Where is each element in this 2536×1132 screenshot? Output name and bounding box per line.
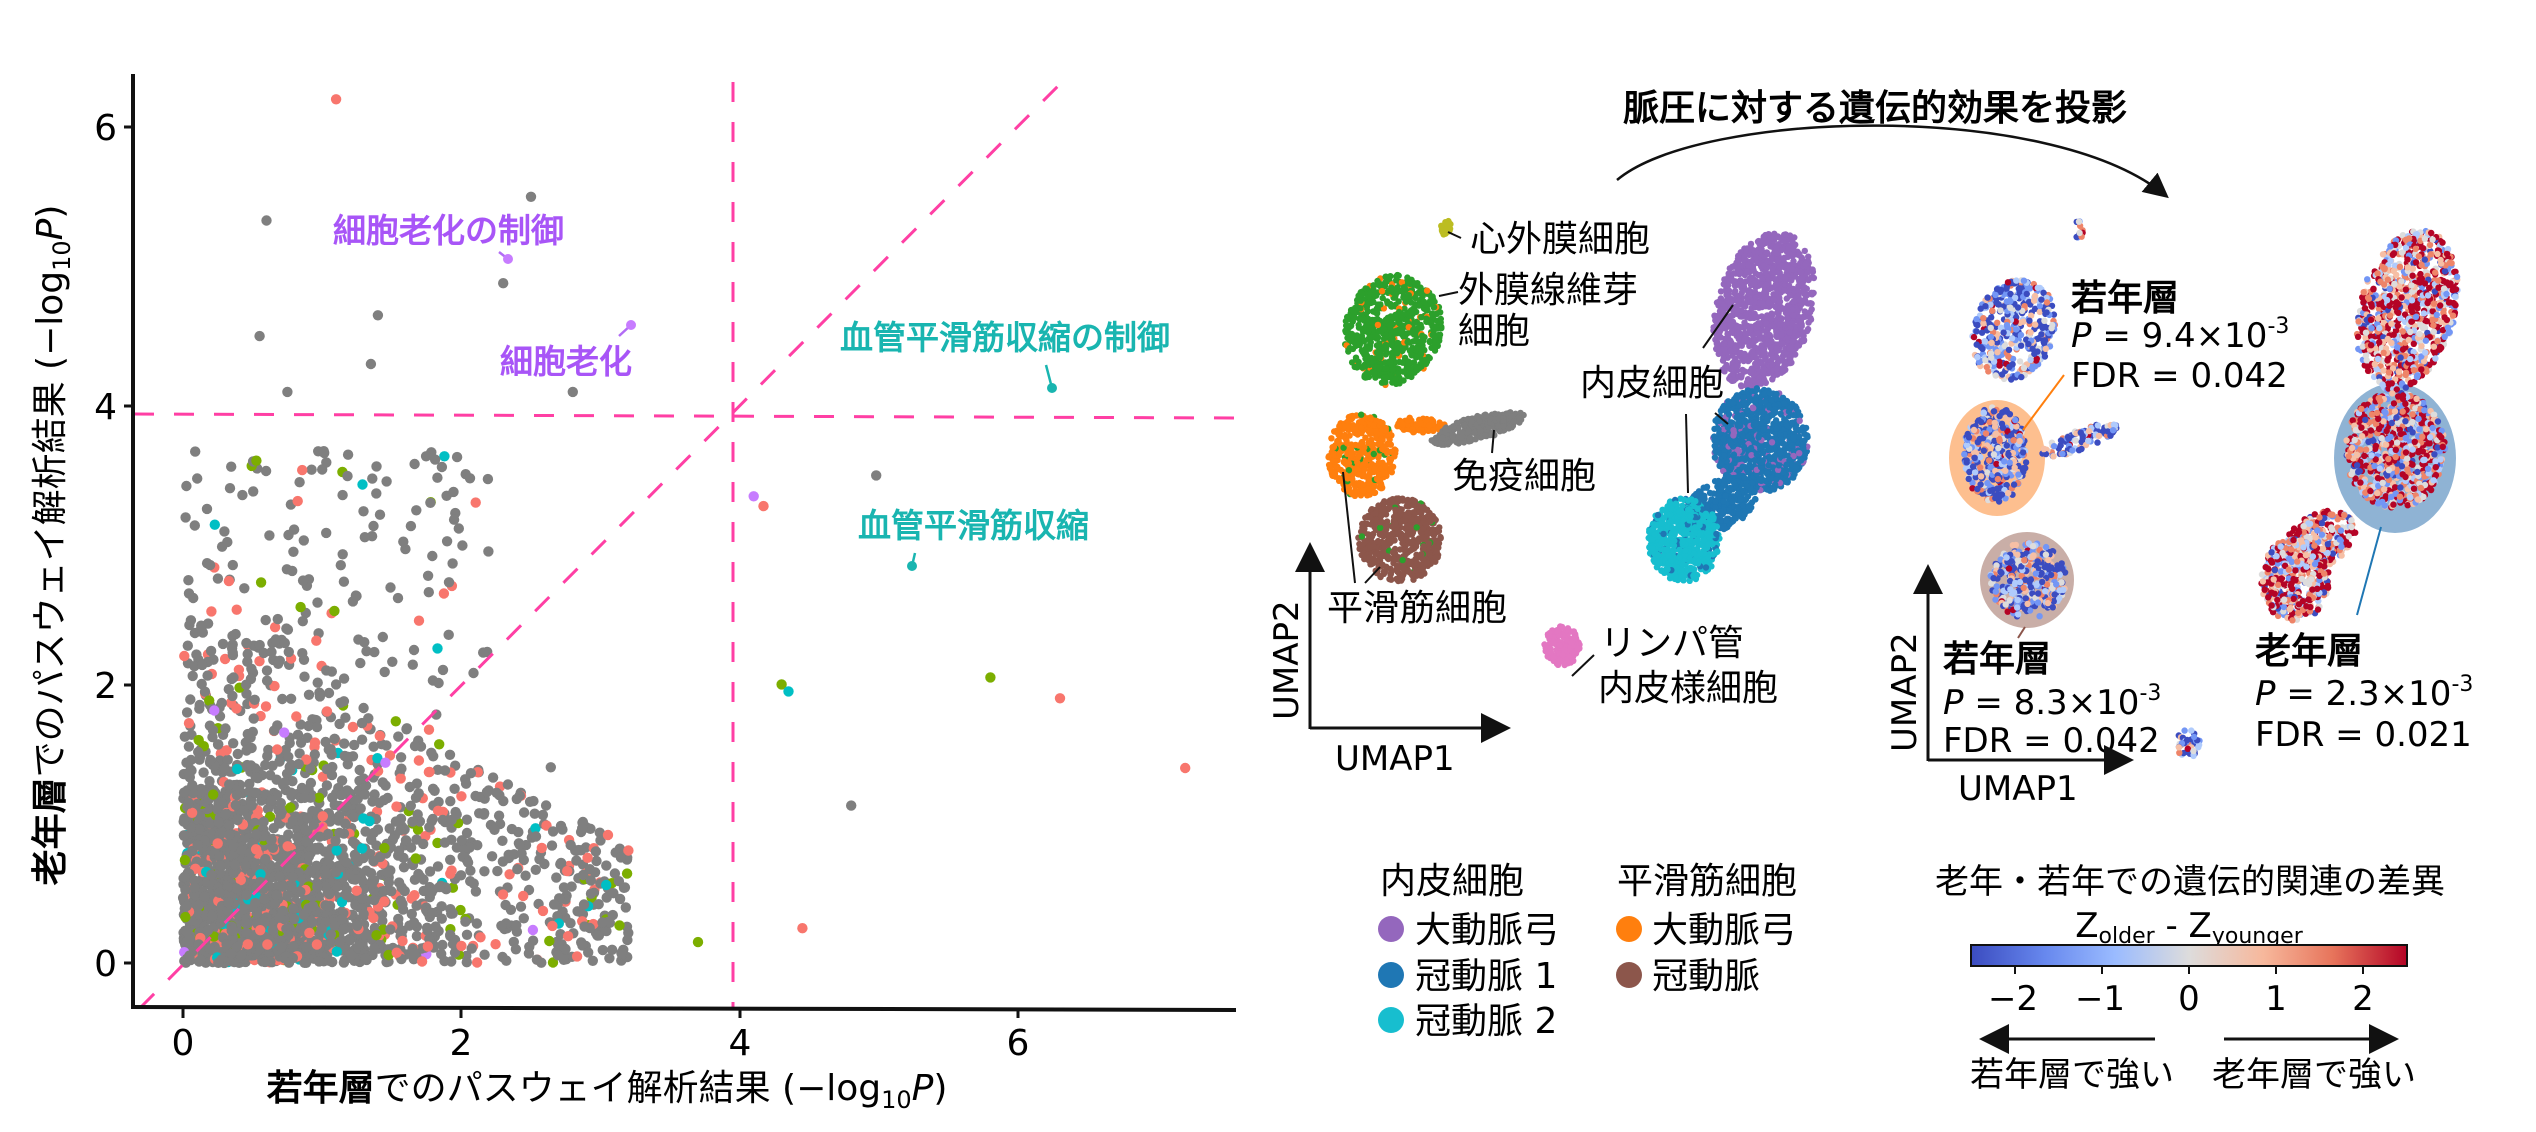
annotation-senescence: 細胞老化: [500, 320, 636, 381]
label-stronger-in-old: 老年層で強い: [2212, 1055, 2416, 1095]
colorbar-title: 老年・若年での遺伝的関連の差異: [1935, 862, 2445, 902]
legend-item: 大動脈弓: [1378, 910, 1559, 951]
projection-umap1-label: UMAP1: [1958, 769, 2078, 809]
colorbar-gradient: [1970, 944, 2408, 967]
colorbar-tick-label: 1: [2265, 979, 2287, 1019]
stats-young-top: 若年層 P = 9.4×10-3 FDR = 0.042: [2071, 278, 2289, 396]
svg-text:細胞老化の制御: 細胞老化の制御: [333, 211, 564, 250]
svg-text:血管平滑筋収縮: 血管平滑筋収縮: [858, 506, 1089, 545]
colorbar-subtitle: Zolder - Zyounger: [2075, 906, 2303, 949]
colorbar-tick-label: −1: [2075, 979, 2125, 1019]
y-tick-label: 4: [94, 387, 117, 428]
projection-arrow: [1616, 124, 2169, 199]
legend-item: 冠動脈: [1616, 956, 1760, 997]
diagonal-line: [138, 74, 1070, 1010]
label-smooth-muscle: 平滑筋細胞: [1327, 588, 1507, 629]
colorbar: 老年・若年での遺伝的関連の差異 Zolder - Zyounger −2 −1 …: [1935, 862, 2445, 1095]
umap-cell-types: 心外膜細胞 外膜線維芽 細胞 内皮細胞 免疫細胞 平滑筋細胞 リンパ管 内皮様細…: [1267, 217, 1818, 779]
colorbar-tick-label: 2: [2352, 979, 2374, 1019]
annotation-senescence-regulation: 細胞老化の制御: [333, 211, 564, 264]
x-tick-label: 4: [729, 1023, 752, 1064]
legend-item: 冠動脈 1: [1378, 956, 1557, 997]
x-ticks: 0 2 4 6: [172, 1009, 1030, 1064]
cell-type-legend: 内皮細胞 大動脈弓 冠動脈 1 冠動脈 2 平滑筋細胞 大動脈弓 冠動脈: [1378, 861, 1797, 1042]
svg-text:血管平滑筋収縮の制御: 血管平滑筋収縮の制御: [840, 318, 1170, 357]
threshold-horizontal-line: [133, 412, 1236, 420]
legend-endothelial-header: 内皮細胞: [1380, 861, 1524, 902]
label-immune: 免疫細胞: [1452, 456, 1596, 497]
y-tick-label: 0: [94, 944, 117, 985]
umap-projection: 若年層 P = 9.4×10-3 FDR = 0.042 若年層 P = 8.3…: [1885, 218, 2473, 809]
annotation-vsmc-contraction-regulation: 血管平滑筋収縮の制御: [840, 318, 1170, 393]
stats-young-bottom: 若年層 P = 8.3×10-3 FDR = 0.042: [1943, 639, 2161, 761]
label-stronger-in-young: 若年層で強い: [1970, 1055, 2174, 1095]
colorbar-tick-label: 0: [2178, 979, 2200, 1019]
x-tick-label: 2: [450, 1023, 473, 1064]
y-ticks: 0 2 4 6: [94, 108, 133, 985]
umap1-axis-label: UMAP1: [1335, 739, 1455, 779]
umap2-axis-label: UMAP2: [1267, 600, 1307, 720]
legend-item: 大動脈弓: [1616, 910, 1796, 951]
x-axis-label: 若年層でのパスウェイ解析結果 (−log10P): [267, 1068, 948, 1114]
label-endothelial: 内皮細胞: [1580, 363, 1724, 404]
x-tick-label: 6: [1007, 1023, 1030, 1064]
stats-old: 老年層 P = 2.3×10-3 FDR = 0.021: [2255, 631, 2473, 755]
umap-leader-lines: [1342, 231, 1734, 677]
umap-cell-clusters: [1325, 217, 1818, 669]
projection-header: 脈圧に対する遺伝的効果を投影: [1616, 88, 2169, 199]
colorbar-ticks: [2014, 966, 2364, 974]
legend-item: 冠動脈 2: [1378, 1001, 1557, 1042]
y-axis-label: 老年層でのパスウェイ解析結果 (−log10P): [30, 205, 76, 886]
label-adventitial-fibroblast: 外膜線維芽: [1458, 270, 1638, 311]
colorbar-tick-label: −2: [1988, 979, 2038, 1019]
annotation-vsmc-contraction: 血管平滑筋収縮: [858, 506, 1089, 571]
x-axis-line: [130, 1005, 1237, 1012]
projection-leader-lines: [2017, 374, 2382, 639]
y-tick-label: 6: [94, 108, 117, 149]
legend-smooth-muscle-header: 平滑筋細胞: [1617, 861, 1797, 902]
projection-umap2-label: UMAP2: [1885, 632, 1925, 752]
label-lymphatic-1: リンパ管: [1600, 623, 1744, 664]
pathway-scatter-plot: 0 2 4 6 0 2 4 6 若年層でのパスウェイ解析結果 (−log10P)…: [30, 74, 1237, 1114]
label-adventitial-fibroblast-2: 細胞: [1458, 311, 1530, 352]
y-tick-label: 2: [94, 666, 117, 707]
svg-text:細胞老化: 細胞老化: [500, 342, 632, 381]
label-lymphatic-2: 内皮様細胞: [1598, 668, 1778, 709]
label-epicardial: 心外膜細胞: [1470, 219, 1650, 260]
umap-projection-points: [1961, 218, 2461, 760]
scatter-points: [177, 94, 1191, 969]
projection-title: 脈圧に対する遺伝的効果を投影: [1623, 88, 2127, 129]
x-tick-label: 0: [172, 1023, 195, 1064]
